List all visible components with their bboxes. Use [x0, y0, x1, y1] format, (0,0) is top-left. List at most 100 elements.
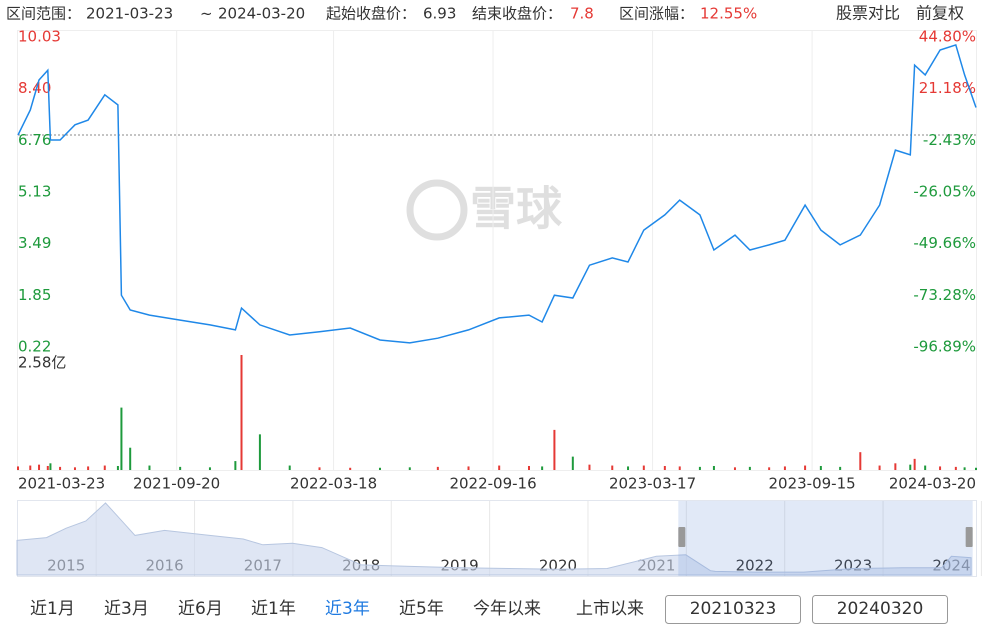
volume-bar	[712, 465, 715, 470]
volume-bar	[59, 466, 62, 470]
volume-bar	[116, 465, 119, 470]
volume-bar	[924, 465, 927, 470]
x-tick-label: 2021-09-20	[133, 475, 220, 493]
navigator-handle[interactable]	[678, 527, 686, 547]
volume-bar	[975, 467, 977, 470]
volume-bar	[148, 465, 151, 470]
y-tick-label: 6.76	[18, 131, 51, 149]
x-tick-label: 2024-03-20	[889, 475, 976, 493]
navigator-year-label: 2022	[736, 557, 774, 575]
range-label: 区间范围：	[6, 5, 81, 23]
price-line	[17, 43, 977, 344]
volume-bar	[378, 467, 381, 470]
y2-tick-label: 44.80%	[919, 28, 976, 46]
end-input-text[interactable]: 20240320	[837, 599, 924, 619]
volume-bar	[611, 465, 614, 470]
volume-bar	[258, 434, 261, 470]
volume-bar	[678, 466, 681, 470]
y-tick-label: 10.03	[18, 28, 61, 46]
y2-tick-label: 21.18%	[919, 79, 976, 97]
volume-bar	[894, 463, 897, 470]
volume-bar	[129, 447, 132, 470]
volume-bar	[17, 466, 19, 470]
y-tick-label: 1.85	[18, 286, 51, 304]
volume-bar	[103, 465, 106, 470]
volume-bar	[859, 452, 862, 470]
y2-tick-label: -96.89%	[913, 338, 976, 356]
y2-tick-label: -2.43%	[923, 131, 976, 149]
volume-bar	[29, 465, 32, 470]
x-tick-label: 2023-09-15	[769, 475, 856, 493]
watermark: 雪球	[406, 179, 563, 241]
start-price: 6.93	[423, 5, 456, 23]
volume-bar	[240, 355, 243, 470]
start-label: 起始收盘价：	[326, 5, 416, 23]
range-button[interactable]: 今年以来	[473, 599, 541, 619]
volume-bar	[234, 461, 237, 470]
range-button[interactable]: 近3月	[104, 599, 149, 619]
start-input[interactable]	[665, 595, 801, 624]
y-tick-label: 0.22	[18, 338, 51, 356]
range-start: 2021-03-23	[86, 5, 173, 23]
y-tick-label: 5.13	[18, 182, 51, 200]
volume-bar	[73, 467, 76, 470]
y-tick-label: 3.49	[18, 234, 51, 252]
volume-bar	[541, 466, 544, 470]
volume-bar	[804, 465, 807, 470]
volume-bar	[553, 429, 556, 470]
end-input[interactable]	[812, 595, 948, 624]
end-label: 结束收盘价：	[472, 5, 562, 23]
volume-bar	[909, 464, 912, 470]
range-end: 2024-03-20	[218, 5, 305, 23]
volume-bar	[588, 464, 591, 470]
volume-bar	[436, 466, 439, 470]
volume-bar	[783, 466, 786, 470]
range-button[interactable]: 近1年	[251, 599, 296, 619]
y2-tick-label: -26.05%	[913, 183, 976, 201]
x-tick-label: 2022-09-16	[449, 475, 536, 493]
x-tick-label: 2022-03-18	[290, 475, 377, 493]
volume-bar	[408, 467, 411, 470]
volume-tick-label: 2.58亿	[18, 354, 66, 372]
y-tick-label: 8.40	[18, 79, 51, 97]
volume-bar	[288, 465, 291, 470]
range-button[interactable]: 近1月	[30, 599, 75, 619]
compare-button[interactable]: 股票对比	[836, 4, 900, 23]
volume-bar	[768, 467, 771, 470]
volume-bar	[748, 466, 751, 470]
volume-bar	[913, 458, 916, 470]
volume-bar	[954, 466, 957, 470]
start-input-text[interactable]: 20210323	[690, 599, 777, 619]
range-button[interactable]: 上市以来	[576, 599, 644, 619]
navigator-selection[interactable]	[678, 501, 973, 576]
navigator-frame	[17, 500, 977, 577]
volume-bar	[527, 465, 530, 470]
change: 12.55%	[700, 5, 757, 23]
volume-bar	[49, 463, 52, 470]
x-tick-label: 2021-03-23	[18, 475, 105, 493]
volume-bar	[349, 467, 352, 470]
volume-bar	[120, 407, 123, 470]
volume-bar	[698, 466, 701, 470]
navigator-handle[interactable]	[965, 527, 973, 547]
volume-bar	[642, 465, 645, 470]
volume-bar	[939, 466, 942, 470]
change-label: 区间涨幅：	[619, 5, 694, 23]
volume-bar	[663, 465, 666, 470]
watermark-text: 雪球	[470, 182, 563, 236]
end-price: 7.8	[570, 5, 594, 23]
range-button[interactable]: 近3年	[325, 599, 370, 619]
navigator-area	[16, 502, 972, 576]
range-button[interactable]: 近6月	[178, 599, 223, 619]
range-separator: ~	[200, 5, 213, 23]
y2-tick-label: -73.28%	[913, 286, 976, 304]
volume-bar	[819, 465, 822, 470]
adjust-button[interactable]: 前复权	[916, 4, 964, 23]
volume-bar	[733, 467, 736, 470]
plot-frame	[17, 30, 977, 471]
volume-bar	[208, 467, 211, 470]
range-button[interactable]: 近5年	[399, 599, 444, 619]
volume-bar	[839, 466, 842, 470]
volume-bar	[878, 465, 881, 470]
